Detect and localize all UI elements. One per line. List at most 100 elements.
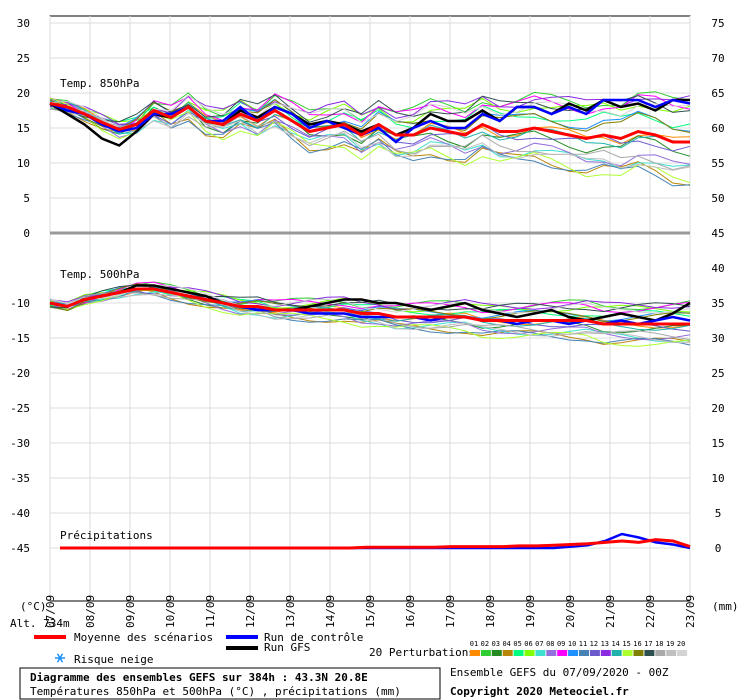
perturb-swatch [524, 650, 535, 656]
left-tick-label: -40 [10, 507, 30, 520]
right-tick-label: 10 [711, 472, 724, 485]
perturb-swatch [579, 650, 589, 656]
left-tick-label: -10 [10, 297, 30, 310]
perturbation-850-line [49, 106, 691, 171]
series-500-line [49, 287, 690, 326]
perturb-swatch [666, 650, 677, 656]
series-850-line [49, 102, 690, 144]
perturbation-850-line [49, 99, 691, 133]
x-tick-label: 07/09 [44, 595, 57, 628]
perturb-swatch [535, 650, 546, 656]
x-tick-label: 12/09 [244, 595, 257, 628]
perturb-swatch [589, 650, 600, 656]
left-tick-label: 20 [17, 87, 30, 100]
left-tick-label: 5 [23, 192, 30, 205]
perturb-number: 13 [601, 640, 609, 648]
left-tick-label: 25 [17, 52, 30, 65]
perturb-swatch [480, 650, 491, 656]
left-tick-label: -35 [10, 472, 30, 485]
left-tick-label: 30 [17, 17, 30, 30]
perturb-swatch [644, 650, 655, 656]
right-tick-label: 15 [711, 437, 724, 450]
perturb-swatch [622, 650, 633, 656]
perturb-swatch [677, 650, 688, 656]
perturb-swatch [502, 650, 513, 656]
perturb-number: 14 [611, 640, 619, 648]
legend-control-label: Run de contrôle [264, 631, 363, 644]
x-tick-label: 10/09 [164, 595, 177, 628]
perturb-number: 17 [644, 640, 652, 648]
x-tick-label: 23/09 [684, 595, 697, 628]
perturb-swatch [633, 650, 644, 656]
perturbation-850-line [49, 95, 691, 125]
perturb-number: 07 [535, 640, 543, 648]
perturbation-500-line [49, 281, 691, 314]
right-tick-label: 35 [711, 297, 724, 310]
perturb-swatch [470, 650, 480, 656]
right-tick-label: 20 [711, 402, 724, 415]
altitude-label: Alt. 734m [10, 617, 70, 630]
perturb-number: 18 [655, 640, 663, 648]
left-axis: 30 25 20 15 10 5 0 -10 -15 -20 -25 -30 -35 -40 -45 [10, 17, 30, 555]
legend-perturb-label: 20 Perturbations [369, 646, 475, 659]
footer-copyright: Copyright 2020 Meteociel.fr [450, 685, 629, 698]
perturb-number: 05 [513, 640, 521, 648]
perturb-swatch [491, 650, 502, 656]
perturb-swatch [557, 650, 568, 656]
x-tick-label: 17/09 [444, 595, 457, 628]
x-tick-label: 22/09 [644, 595, 657, 628]
x-tick-label: 13/09 [284, 595, 297, 628]
left-tick-label: 15 [17, 122, 30, 135]
panel-label-850: Temp. 850hPa [60, 77, 139, 90]
perturb-number: 03 [492, 640, 500, 648]
left-tick-label: -15 [10, 332, 30, 345]
x-tick-label: 16/09 [404, 595, 417, 628]
right-tick-label: 25 [711, 367, 724, 380]
perturb-number: 10 [568, 640, 576, 648]
left-tick-label: 10 [17, 157, 30, 170]
perturb-swatch [513, 650, 524, 656]
left-tick-label: -20 [10, 367, 30, 380]
perturb-number: 08 [546, 640, 554, 648]
perturbation-series [49, 91, 691, 347]
right-unit-label: (mm) [712, 600, 739, 613]
perturb-number: 15 [622, 640, 630, 648]
right-tick-label: 45 [711, 227, 724, 240]
x-tick-label: 18/09 [484, 595, 497, 628]
perturb-swatch [611, 650, 622, 656]
right-tick-label: 5 [715, 507, 722, 520]
perturbation-850-line [49, 99, 691, 167]
x-tick-label: 19/09 [524, 595, 537, 628]
perturbation-500-line [49, 287, 691, 345]
x-tick-label: 11/09 [204, 595, 217, 628]
perturb-number: 06 [524, 640, 532, 648]
right-tick-label: 0 [715, 542, 722, 555]
right-tick-label: 30 [711, 332, 724, 345]
main-series [49, 98, 691, 550]
left-tick-label: 0 [23, 227, 30, 240]
perturb-swatch [568, 650, 579, 656]
right-tick-label: 70 [711, 52, 724, 65]
left-unit-label: (°C) [20, 600, 47, 613]
x-tick-label: 20/09 [564, 595, 577, 628]
perturbation-850-line [49, 108, 691, 171]
right-tick-label: 55 [711, 157, 724, 170]
x-tick-label: 15/09 [364, 595, 377, 628]
perturb-number: 12 [590, 640, 598, 648]
perturbation-500-line [49, 291, 691, 343]
panel-label-precip: Précipitations [60, 529, 153, 542]
perturbation-850-line [49, 106, 691, 187]
x-tick-label: 14/09 [324, 595, 337, 628]
perturb-swatch [546, 650, 557, 656]
perturb-swatch [600, 650, 611, 656]
x-axis: 07/09 08/09 09/09 10/09 11/09 12/09 13/09 14/09… [44, 595, 697, 628]
footer-subtitle: Températures 850hPa et 500hPa (°C) , pré… [30, 685, 401, 698]
x-tick-label: 08/09 [84, 595, 97, 628]
right-tick-label: 50 [711, 192, 724, 205]
perturb-number: 09 [557, 640, 565, 648]
perturb-swatch [655, 650, 666, 656]
right-tick-label: 65 [711, 87, 724, 100]
snowflake-icon [55, 653, 65, 663]
